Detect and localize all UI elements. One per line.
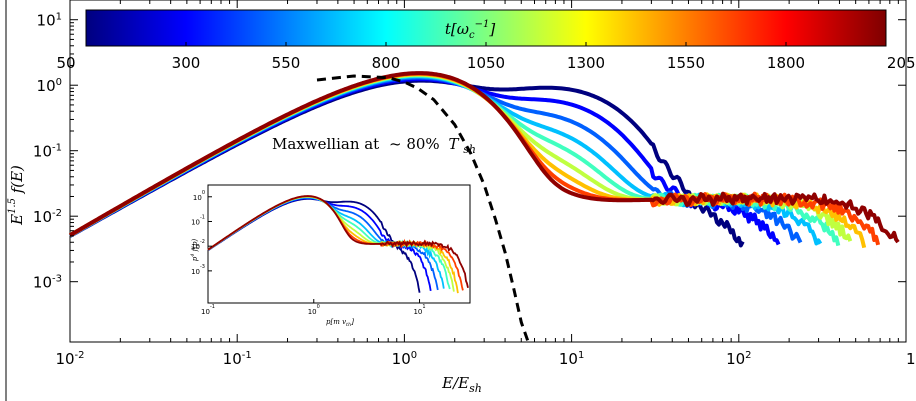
- tick-exponent: 1: [578, 350, 584, 361]
- colorbar-tick-label: 550: [272, 54, 301, 72]
- maxwellian-dashed-line: [316, 74, 530, 343]
- x-tick-label: 10-2: [55, 350, 84, 368]
- tick-exponent: -3: [200, 264, 205, 270]
- annotation-temp: T: [448, 135, 459, 153]
- tick-base: 10: [191, 218, 200, 226]
- inset-y-label: p4 f(p): [190, 239, 199, 262]
- colorbar-tick-label: 1300: [567, 54, 605, 72]
- x-axis-label: E/Esh: [441, 374, 482, 395]
- tick-base: 10: [33, 208, 52, 226]
- x-tick-label: 10-1: [223, 350, 252, 368]
- x-axis-label-sub: sh: [469, 382, 482, 395]
- inset-series-group: [207, 195, 469, 294]
- inset-x-tick-label: 101: [413, 304, 425, 316]
- tick-exponent: 0: [411, 350, 417, 361]
- main-series-group: [68, 71, 900, 249]
- tick-base: 10: [392, 350, 411, 368]
- y-axis-label-exp: 1.5: [7, 198, 18, 214]
- inset-y-tick-label: 10-1: [191, 214, 205, 226]
- y-tick-label: 10-2: [33, 208, 62, 226]
- tick-base: 10: [33, 274, 52, 292]
- x-tick-label: 102: [726, 350, 751, 368]
- annotation-temp-sub: sh: [463, 143, 476, 156]
- tick-exponent: -2: [52, 208, 62, 219]
- y-axis-label: E1.5 f(E): [7, 165, 26, 226]
- y-axis-label-f: f(E): [8, 165, 26, 198]
- x-tick-label: 100: [392, 350, 417, 368]
- tick-base: 10: [191, 268, 200, 276]
- tick-exponent: -2: [75, 350, 85, 361]
- colorbar: t[ωc−1] 50 300 550 800 1050 1300 1550 1800 2050: [56, 9, 916, 72]
- tick-base: 10: [201, 308, 210, 316]
- tick-exponent: -1: [52, 143, 62, 154]
- colorbar-tick-label: 800: [372, 54, 401, 72]
- tick-exponent: 0: [317, 304, 320, 310]
- y-tick-label: 10-1: [33, 143, 62, 161]
- colorbar-label-t: t[ω: [445, 20, 469, 38]
- x-axis-label-main: E/E: [441, 374, 469, 392]
- annotation-word: Maxwellian at: [272, 135, 379, 153]
- x-tick-label: 103: [906, 350, 916, 368]
- y-tick-label: 100: [37, 77, 62, 95]
- tick-exponent: 0: [202, 190, 205, 196]
- colorbar-tick-label: 2050: [887, 54, 916, 72]
- colorbar-tick-label: 1550: [667, 54, 705, 72]
- colorbar-label-close: ]: [488, 20, 495, 38]
- colorbar-tick-label: 1800: [767, 54, 805, 72]
- colorbar-ticks: 50 300 550 800 1050 1300 1550 1800 2050: [56, 42, 916, 72]
- tick-base: 10: [559, 350, 578, 368]
- maxwellian-annotation: Maxwellian at ~ 80% T sh: [272, 135, 476, 156]
- tick-base: 10: [55, 350, 74, 368]
- tick-exponent: -1: [200, 214, 205, 220]
- tick-base: 10: [906, 350, 916, 368]
- tick-base: 10: [193, 194, 202, 202]
- tick-base: 10: [413, 308, 422, 316]
- tick-exponent: 1: [422, 304, 425, 310]
- y-axis-label-e: E: [8, 214, 26, 226]
- y-tick-label: 10-3: [33, 274, 62, 292]
- tick-base: 10: [37, 77, 56, 95]
- tick-exponent: -1: [210, 304, 215, 310]
- inset-x-tick-label: 10-1: [201, 304, 215, 316]
- tick-exponent: 2: [745, 350, 751, 361]
- tick-base: 10: [308, 308, 317, 316]
- annotation-approx: ~ 80%: [389, 135, 440, 153]
- colorbar-tick-label: 1050: [467, 54, 505, 72]
- tick-exponent: -3: [52, 274, 62, 285]
- colorbar-tick-label: 50: [56, 54, 75, 72]
- colorbar-label-sub: c: [469, 30, 475, 41]
- inset-y-tick-label: 100: [193, 190, 205, 202]
- colorbar-label-exp: −1: [475, 19, 490, 30]
- inset-y-tick-label: 10-3: [191, 264, 205, 276]
- inset-series-line-t2050: [207, 195, 469, 288]
- colorbar-gradient: [85, 9, 887, 47]
- inset-x-label: p[m vth]: [326, 318, 354, 328]
- tick-exponent: 0: [56, 77, 62, 88]
- inset-y-tick-label: 10-2: [191, 239, 205, 251]
- main-plot-frame: [69, 0, 907, 343]
- x-tick-label: 101: [559, 350, 584, 368]
- colorbar-label: t[ωc−1]: [445, 19, 495, 41]
- tick-base: 10: [33, 143, 52, 161]
- tick-base: 10: [726, 350, 745, 368]
- y-tick-label: 101: [37, 12, 62, 30]
- inset-frame: [207, 184, 471, 304]
- tick-base: 10: [223, 350, 242, 368]
- tick-base: 10: [37, 12, 56, 30]
- series-line-t2050: [69, 71, 900, 244]
- tick-exponent: -2: [200, 239, 205, 245]
- tick-base: 10: [191, 243, 200, 251]
- tick-exponent: 1: [56, 12, 62, 23]
- colorbar-tick-label: 300: [172, 54, 201, 72]
- inset-x-tick-label: 100: [308, 304, 320, 316]
- tick-exponent: -1: [242, 350, 252, 361]
